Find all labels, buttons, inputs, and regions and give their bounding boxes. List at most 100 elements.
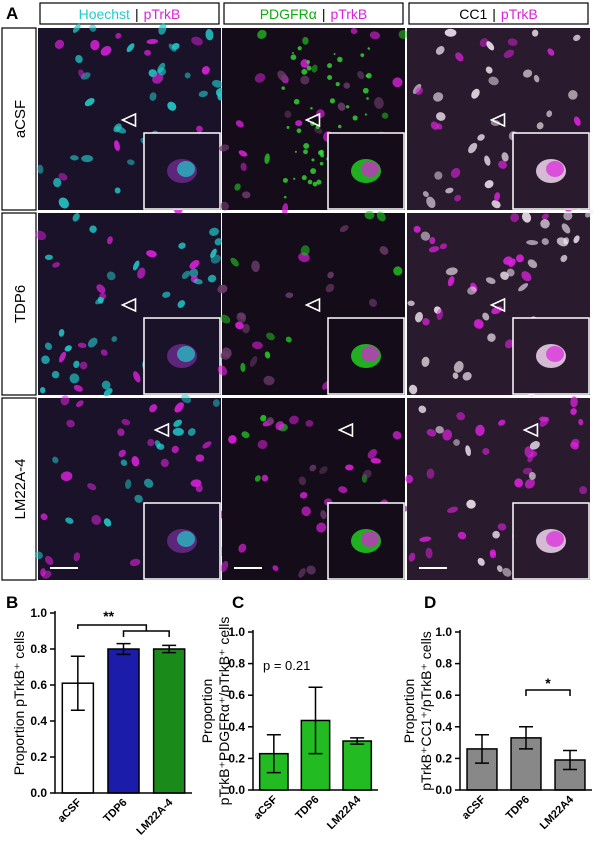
cell [217,284,228,294]
cell [421,356,430,367]
cell [162,291,171,298]
cell [453,439,460,446]
inset-cell [177,346,195,362]
cell [73,384,83,392]
cell [527,259,538,269]
process [316,179,322,185]
text-span: pTrkB [330,6,367,22]
cell [492,530,500,539]
cell [350,28,358,35]
process [333,53,336,56]
cell [201,66,210,75]
y-tick-label: 0.2 [228,751,245,765]
cell [521,271,532,282]
row-label: TDP6 [12,285,29,323]
cell [370,457,381,464]
cell [202,441,212,449]
cell [536,122,544,130]
cell [137,267,146,279]
cell [585,209,594,218]
cell [367,449,378,459]
cell [51,370,60,379]
process [337,124,342,129]
inset-cell [361,161,379,177]
cell [193,278,203,285]
cell [91,514,102,525]
row-label-box [1,212,37,396]
cell [429,236,436,245]
cell [445,267,458,276]
process [310,168,317,175]
cell [530,451,538,458]
cell [70,155,79,161]
cell [479,38,489,48]
cell [541,213,549,220]
cell [540,219,550,229]
column-header-box [408,2,589,25]
cell [260,414,267,422]
cell [524,478,536,489]
cell [90,39,100,51]
cell [338,486,348,494]
error-bar [519,726,533,750]
cell [117,428,125,437]
cell [77,342,87,349]
cell [189,260,200,269]
cell [522,467,533,475]
cell [37,164,44,174]
cell [547,48,555,56]
cell [309,464,317,472]
cell [115,32,122,39]
cell [69,373,80,384]
cell [316,109,325,118]
axes [54,611,192,794]
micrograph [219,28,409,215]
y-tick-label: 0.4 [30,714,47,728]
text-span: Hoechst [79,6,130,22]
cell [210,248,217,259]
micrograph [407,28,590,212]
process [306,65,312,71]
arrowhead [522,422,539,438]
process [329,98,336,104]
cell [212,399,220,407]
cell [541,238,549,245]
arrowhead [304,297,321,313]
cell [189,268,199,278]
text-span: pTrkB [144,6,181,22]
cell [235,120,244,128]
arrowhead [120,112,137,128]
cell [379,246,389,255]
cell [568,90,578,100]
cell [53,177,62,188]
cell [457,531,467,540]
process [337,56,343,63]
cell [426,468,435,479]
cell [467,286,477,295]
cell [114,140,120,152]
cell [254,73,266,83]
cell [242,323,250,334]
process [282,177,288,183]
cell [570,396,578,408]
cell [252,341,263,350]
cell [210,254,221,264]
arrowhead [489,297,506,313]
cell [529,441,540,450]
cell [235,321,244,330]
cell [408,552,416,562]
cell [251,260,260,273]
cell [455,52,464,62]
cell [407,300,415,307]
cell [452,372,459,379]
y-axis-label: pTrkB⁺PDGFRα⁺/pTrkB⁺ cells [216,617,232,806]
cell [168,43,177,52]
cell [44,254,53,261]
cell [489,551,497,559]
cell [485,277,496,284]
y-tick-label: 0.2 [435,751,452,765]
cell [272,565,279,571]
cell [302,36,309,45]
cell [522,69,533,78]
